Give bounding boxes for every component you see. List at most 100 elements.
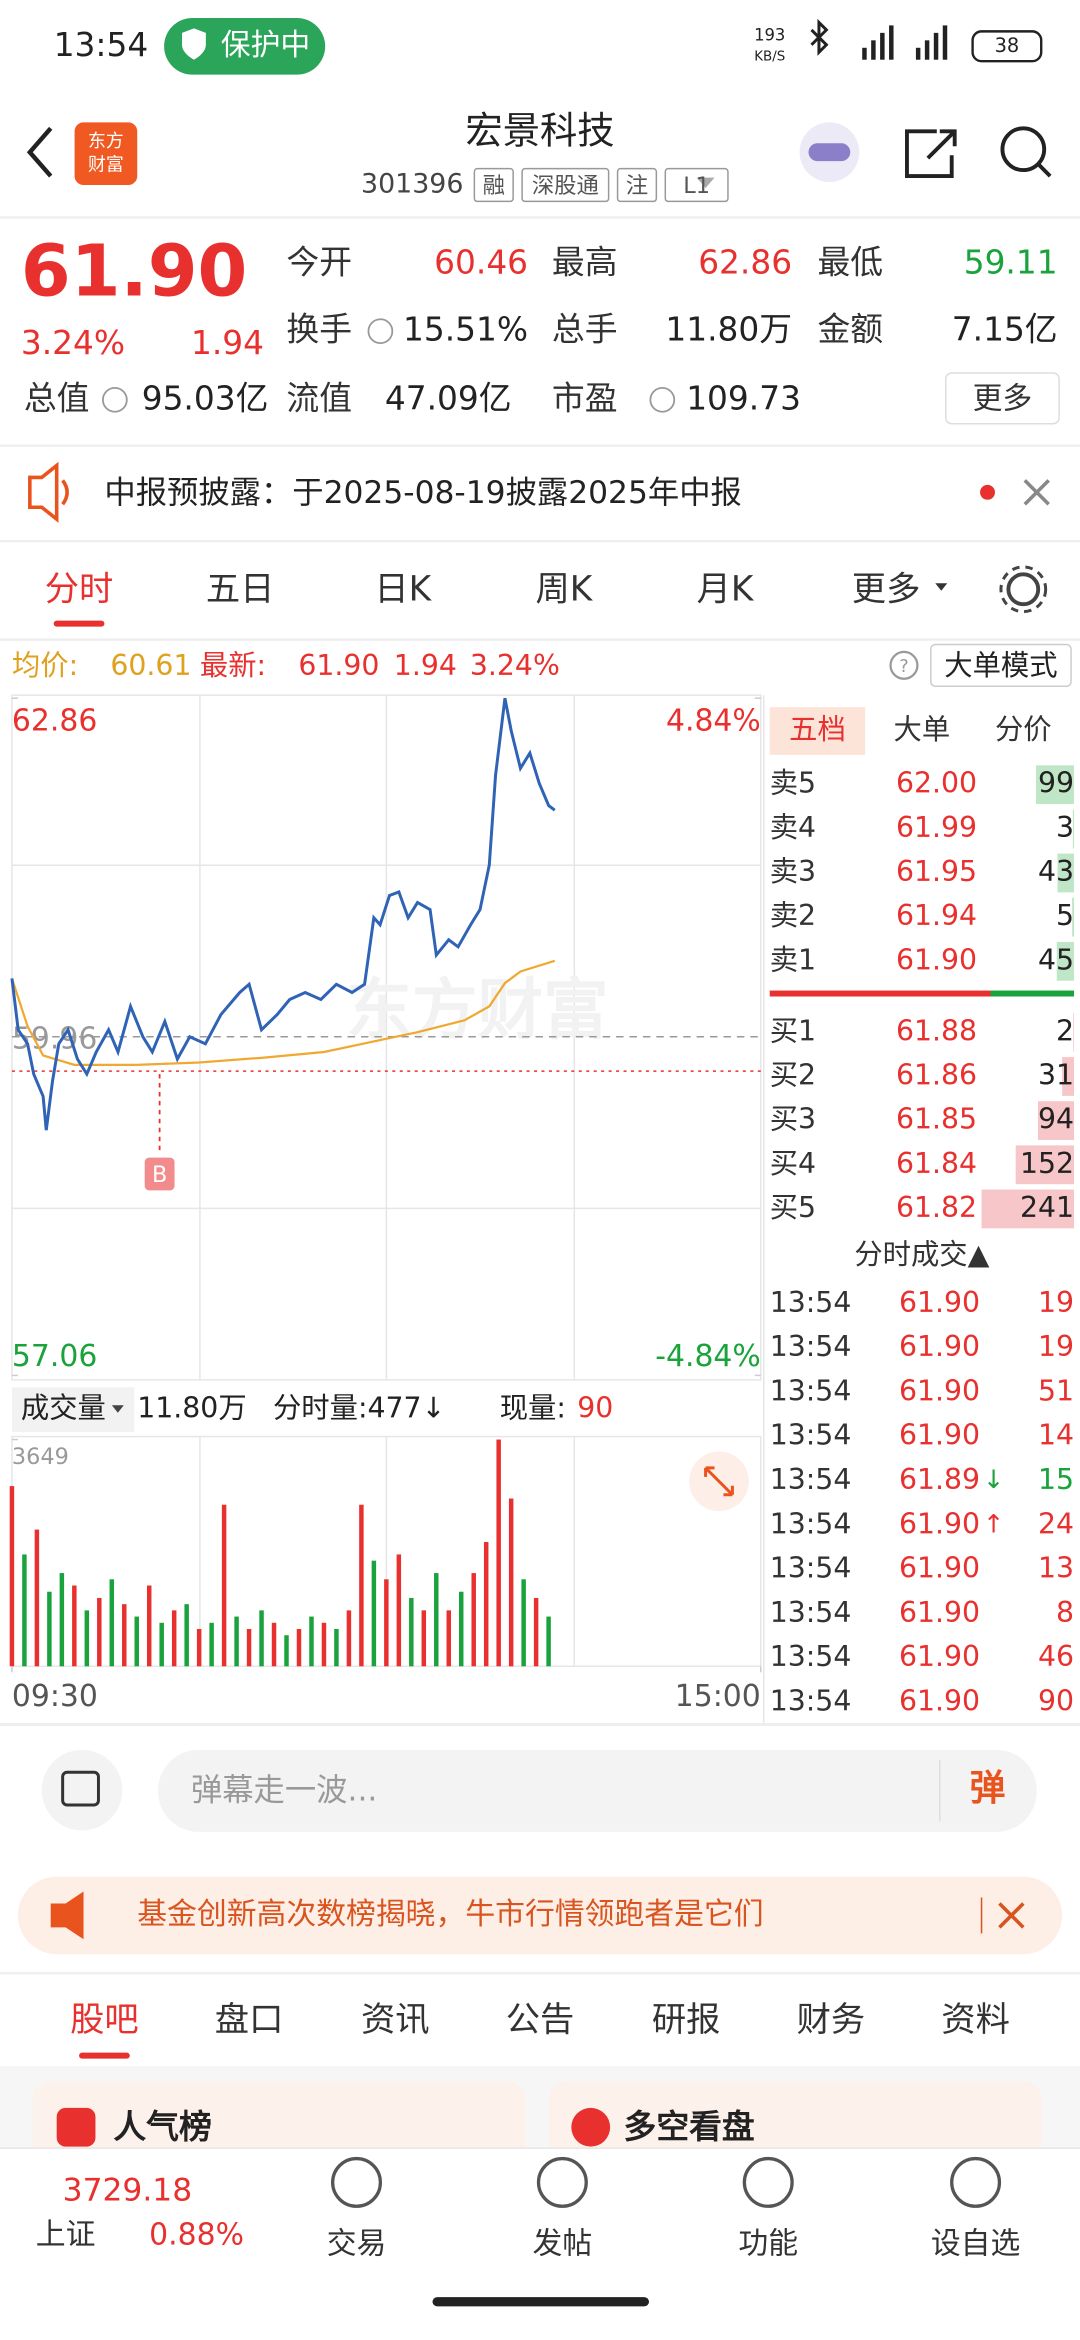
search-button[interactable] xyxy=(1000,126,1047,173)
tag-box xyxy=(521,167,610,203)
chart-tab[interactable]: 五日 xyxy=(206,569,275,609)
nav-icon xyxy=(742,2156,794,2208)
book-tab[interactable]: 五档 xyxy=(789,713,846,746)
current-volume: 90 xyxy=(577,1392,613,1425)
book-label: 买2 xyxy=(770,1058,816,1091)
volume-bar xyxy=(359,1504,364,1667)
book-split-red xyxy=(769,990,991,997)
index-value[interactable]: 3729.18 xyxy=(63,2172,193,2208)
trade-time: 13:54 xyxy=(770,1463,852,1496)
book-price: 61.90 xyxy=(896,943,977,976)
nav-item[interactable]: 发帖 xyxy=(533,2227,593,2262)
dropdown-arrow[interactable] xyxy=(696,177,715,189)
notice-icon xyxy=(28,461,69,523)
trade-time: 13:54 xyxy=(770,1286,852,1319)
card-title[interactable]: 人气榜 xyxy=(113,2108,211,2146)
book-label: 卖2 xyxy=(770,899,816,932)
nav-icon xyxy=(536,2156,588,2208)
chart-tab[interactable]: 更多 xyxy=(852,569,921,609)
volume-bar xyxy=(409,1597,414,1667)
field-value: 62.86 xyxy=(698,244,792,282)
trade-price: 61.89 xyxy=(899,1463,980,1496)
trade-volume: 15 xyxy=(1038,1463,1074,1496)
comment-input[interactable] xyxy=(158,1749,1037,1832)
share-button[interactable] xyxy=(905,129,957,179)
index-change: 0.88% xyxy=(149,2218,244,2253)
comment-placeholder[interactable]: 弹幕走一波... xyxy=(191,1773,377,1809)
section-tab[interactable]: 财务 xyxy=(797,2000,866,2040)
tag-box xyxy=(664,167,729,203)
volume-bar xyxy=(521,1579,526,1667)
chart-tab[interactable]: 月K xyxy=(697,569,755,609)
volume-bar xyxy=(346,1610,352,1667)
trade-volume: 13 xyxy=(1038,1552,1074,1585)
book-price: 61.84 xyxy=(896,1147,977,1180)
trade-time: 13:54 xyxy=(770,1685,852,1718)
trade-volume: 90 xyxy=(1038,1685,1074,1718)
info-icon xyxy=(649,387,676,413)
mode-label: 大单模式 xyxy=(944,649,1057,682)
nav-icon xyxy=(950,2156,1002,2208)
banner-text[interactable]: 基金创新高次数榜揭晓，牛市行情领跑者是它们 xyxy=(137,1897,763,1932)
trade-time: 13:54 xyxy=(770,1596,852,1629)
volume-bar xyxy=(59,1573,65,1667)
trade-volume: 14 xyxy=(1038,1419,1074,1452)
volume-bar xyxy=(533,1597,539,1667)
nav-item[interactable]: 功能 xyxy=(738,2227,798,2262)
watermark: 东方财富 xyxy=(346,972,609,1048)
tag-box xyxy=(473,167,514,203)
minute-volume: 分时量:477↓ xyxy=(273,1392,445,1425)
volume-bar xyxy=(459,1591,464,1667)
comment-icon-bg[interactable] xyxy=(41,1749,123,1831)
section-tab[interactable]: 研报 xyxy=(652,2000,721,2040)
mode-button[interactable] xyxy=(930,643,1072,687)
more-button[interactable] xyxy=(945,372,1060,425)
x-tick-label: 09:30 xyxy=(12,1679,98,1714)
x-tick-label: 15:00 xyxy=(675,1679,761,1714)
help-icon[interactable] xyxy=(889,650,919,680)
info-icon xyxy=(367,318,394,345)
nav-item[interactable]: 交易 xyxy=(327,2227,387,2262)
divider xyxy=(0,1972,1080,1975)
close-notice[interactable] xyxy=(1023,479,1050,506)
section-tab[interactable]: 盘口 xyxy=(215,2000,284,2040)
volume-bar xyxy=(421,1610,427,1667)
card-icon xyxy=(56,2107,96,2147)
tag-box xyxy=(616,167,658,203)
book-volume: 152 xyxy=(1020,1147,1074,1180)
banner-bg[interactable] xyxy=(17,1876,1063,1955)
search-handle xyxy=(1036,162,1052,178)
volume-bar xyxy=(546,1616,551,1667)
section-tab[interactable]: 资讯 xyxy=(361,2000,430,2040)
section-tab[interactable]: 公告 xyxy=(506,2000,575,2040)
book-label: 买4 xyxy=(770,1147,816,1180)
back-button[interactable] xyxy=(26,126,53,178)
nav-icon xyxy=(331,2156,383,2208)
section-tab[interactable]: 股吧 xyxy=(70,2000,139,2040)
chart-tab[interactable]: 周K xyxy=(535,569,593,609)
chart-tab[interactable]: 日K xyxy=(374,569,432,609)
trade-time: 13:54 xyxy=(770,1374,852,1407)
card-title[interactable]: 多空看盘 xyxy=(624,2108,755,2146)
change-amount: 1.94 xyxy=(191,324,264,362)
field-label: 最低 xyxy=(817,244,883,282)
expand-icon xyxy=(704,1466,734,1497)
book-volume: 43 xyxy=(1038,855,1074,888)
volume-bar xyxy=(9,1486,15,1667)
danmaku-button[interactable]: 弹 xyxy=(970,1768,1006,1809)
book-tab[interactable]: 大单 xyxy=(894,713,951,746)
logo-text: 东方 xyxy=(88,131,124,152)
field-value: 11.80万 xyxy=(665,311,792,349)
trade-price: 61.90 xyxy=(899,1330,980,1363)
trade-volume: 24 xyxy=(1038,1507,1074,1540)
close-banner[interactable] xyxy=(998,1902,1025,1929)
field-label: 换手 xyxy=(286,311,352,349)
nav-item[interactable]: 设自选 xyxy=(931,2227,1020,2262)
chart-tab[interactable]: 分时 xyxy=(45,569,114,609)
section-tab[interactable]: 资料 xyxy=(941,2000,1010,2040)
settings-button[interactable] xyxy=(1006,572,1041,607)
y2-tick-label: -4.84% xyxy=(655,1339,761,1374)
volume-select[interactable] xyxy=(11,1387,135,1433)
book-label: 买5 xyxy=(770,1191,816,1224)
book-tab[interactable]: 分价 xyxy=(995,713,1052,746)
